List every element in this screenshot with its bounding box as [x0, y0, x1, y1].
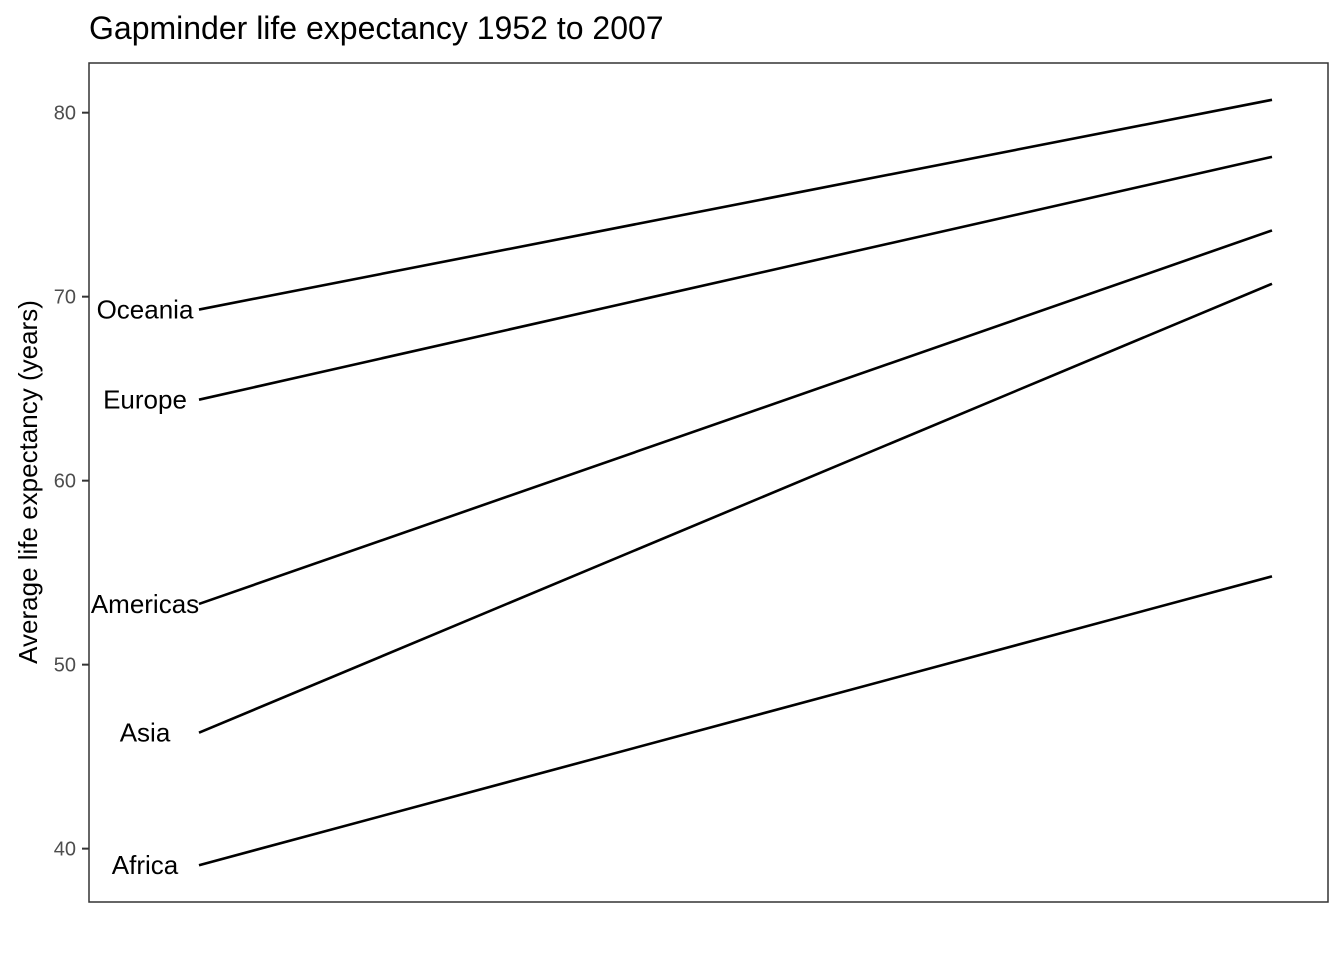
- y-axis: 40 50 60 70 80: [54, 103, 89, 861]
- series-line-oceania: [198, 98, 1273, 311]
- y-tick-label: 60: [54, 471, 76, 493]
- series-line-americas: [198, 229, 1273, 606]
- y-tick-label: 80: [54, 103, 76, 125]
- series-line-asia: [198, 282, 1273, 734]
- series-label-africa: Africa: [112, 850, 179, 880]
- series-label-americas: Americas: [91, 589, 199, 619]
- series-label-asia: Asia: [120, 718, 171, 748]
- series-line-africa: [198, 575, 1273, 867]
- y-tick-label: 40: [54, 839, 76, 861]
- series-label-oceania: Oceania: [97, 295, 194, 325]
- series-line-europe: [198, 155, 1273, 401]
- y-tick-label: 50: [54, 655, 76, 677]
- y-tick-label: 70: [54, 287, 76, 309]
- series-label-europe: Europe: [103, 385, 187, 415]
- y-axis-label: Average life expectancy (years): [13, 300, 43, 664]
- plot-panel-border: [88, 62, 1329, 903]
- chart-title: Gapminder life expectancy 1952 to 2007: [89, 10, 664, 46]
- series-lines: [198, 98, 1273, 867]
- series-labels: Africa Americas Asia Europe Oceania: [91, 295, 199, 881]
